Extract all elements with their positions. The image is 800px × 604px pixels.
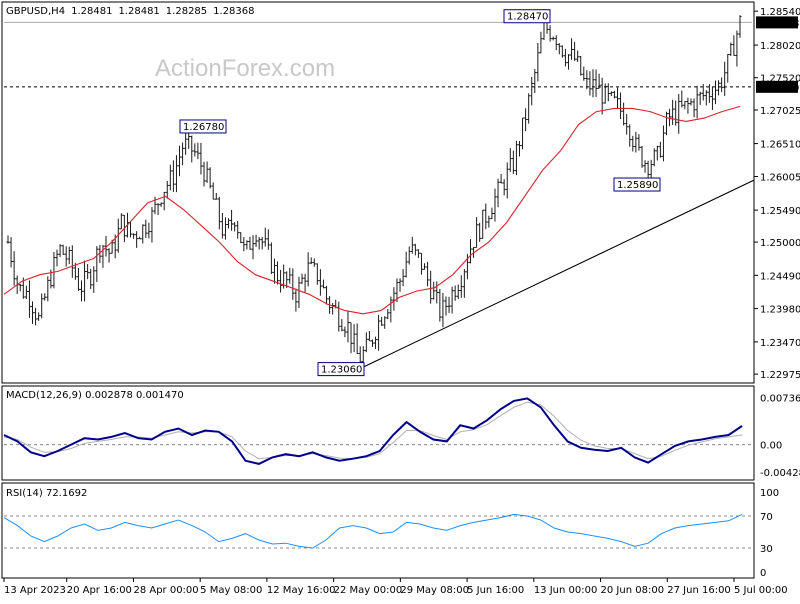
price-tick-label: 1.27025 [760,106,800,117]
time-tick-label: 27 Jun 16:00 [667,585,731,596]
price-y-axis: 1.28540 1.28020 1.27520 1.27025 1.26510 1.260… [754,7,800,381]
open-value: 1.28481 [71,6,112,17]
price-tick-label: 1.22975 [760,370,800,381]
price-panel [1,1,755,384]
rsi-tick-label: 0 [760,568,766,579]
time-tick-label: 20 Apr 16:00 [67,585,132,596]
price-tags: 1.28368 1.27380 [756,16,799,94]
time-tick-label: 5 Jul 00:00 [734,585,788,596]
rsi-tick-label: 70 [760,512,773,523]
macd-main-line [3,397,743,465]
time-tick-label: 29 May 08:00 [400,585,469,596]
level-tag-text: 1.26780 [183,122,224,133]
price-tag: 1.28368 [756,16,799,29]
rsi-tick-label: 30 [760,544,773,555]
price-tag-box [756,16,798,29]
price-tick-label: 1.27520 [760,74,800,85]
rsi-tick-label: 100 [760,488,779,499]
price-tag-box [756,80,798,93]
price-tick-label: 1.24490 [760,271,800,282]
level-tag-box [613,177,661,192]
header-ohlc: GBPUSD,H4 1.28481 1.28481 1.28285 1.28368 [6,6,255,17]
price-tick-label: 1.25490 [760,206,800,217]
level-tag: 1.28470 [503,9,551,24]
price-tag: 1.27380 [756,80,799,94]
time-tick-label: 28 Apr 00:00 [133,585,198,596]
level-tag-box [179,119,227,134]
level-tag-box [503,9,551,24]
watermark: ActionForex.com [155,55,335,82]
time-tick-label: 13 Apr 2023 [4,585,66,596]
time-tick-label: 12 May 16:00 [267,585,336,596]
level-tags: 1.26780 1.23060 1.28470 1.25890 [179,9,661,377]
macd-panel [1,385,755,481]
low-value: 1.28285 [166,6,207,17]
high-value: 1.28481 [118,6,159,17]
price-tag-text: 1.28368 [758,18,799,29]
moving-average-line [3,105,741,315]
time-tick-label: 13 Jun 00:00 [534,585,598,596]
level-tag-text: 1.25890 [617,180,658,191]
rsi-y-axis: 100 70 30 0 [4,488,779,579]
time-x-axis: 13 Apr 2023 20 Apr 16:00 28 Apr 00:00 5 May… [3,578,788,596]
trendline [359,179,755,370]
level-tag-box [317,362,365,377]
level-tag: 1.26780 [179,119,227,134]
level-tag-text: 1.23060 [321,365,362,376]
level-tag: 1.25890 [613,177,661,192]
price-tick-label: 1.26510 [760,140,800,151]
symbol-label: GBPUSD,H4 [6,6,65,17]
price-tick-label: 1.23980 [760,305,800,316]
time-tick-label: 20 Jun 08:00 [601,585,665,596]
rsi-title: RSI(14) 72.1692 [6,488,87,499]
macd-tick-label: 0.00 [760,441,782,452]
macd-tick-label: -0.004286 [760,468,800,479]
macd-y-axis: 0.007366 0.00 -0.004286 [4,393,800,479]
price-tick-label: 1.26005 [760,173,800,184]
candles [6,9,742,366]
price-tick-label: 1.23470 [760,338,800,349]
time-tick-label: 5 Jun 16:00 [467,585,524,596]
price-tick-label: 1.25000 [760,238,800,249]
time-tick-label: 5 May 08:00 [200,585,262,596]
price-tag-text: 1.27380 [758,83,799,94]
rsi-line [3,513,743,549]
rsi-panel [1,482,755,579]
level-tag: 1.23060 [317,362,365,377]
close-value: 1.28368 [213,6,254,17]
macd-tick-label: 0.007366 [760,393,800,404]
time-tick-label: 22 May 00:00 [334,585,403,596]
price-tick-label: 1.28020 [760,41,800,52]
horizontal-levels [4,21,752,88]
level-tag-text: 1.28470 [507,12,548,23]
macd-title: MACD(12,26,9) 0.002878 0.001470 [6,390,184,401]
price-tick-label: 1.28540 [760,7,800,18]
